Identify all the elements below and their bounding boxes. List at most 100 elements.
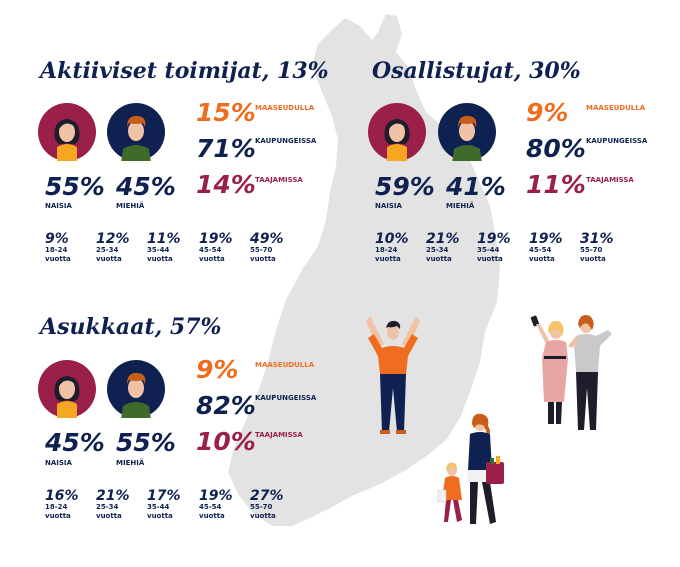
area-label-city: KAUPUNGEISSA	[586, 137, 648, 145]
age-pct: 10%	[375, 231, 409, 247]
area-label-rural: MAASEUDULLA	[255, 361, 315, 369]
woman-avatar-icon	[368, 103, 426, 161]
family-shopping-illustration	[437, 413, 504, 524]
age-pct: 21%	[96, 488, 130, 504]
age-pct: 9%	[45, 231, 69, 247]
age-range: 35-44	[147, 503, 170, 511]
age-pct: 21%	[426, 231, 460, 247]
man-avatar-icon	[438, 103, 496, 161]
section-title-osallistujat: Osallistujat, 30%	[372, 58, 581, 84]
area-pct-city: 71%	[196, 134, 256, 163]
age-group: 49% 55-70 vuotta	[250, 232, 298, 264]
age-group: 27% 55-70 vuotta	[250, 489, 298, 521]
age-range: 35-44	[147, 246, 170, 254]
gender-label-women: NAISIA	[45, 202, 72, 210]
age-range: 45-54	[529, 246, 552, 254]
age-range: 18-24	[375, 246, 398, 254]
age-group: 12% 25-34 vuotta	[96, 232, 144, 264]
age-unit: vuotta	[199, 254, 225, 263]
area-pct-city: 82%	[196, 391, 256, 420]
age-unit: vuotta	[426, 254, 452, 263]
age-group: 10% 18-24 vuotta	[375, 232, 423, 264]
age-range: 18-24	[45, 246, 68, 254]
age-group: 21% 25-34 vuotta	[96, 489, 144, 521]
age-group: 9% 18-24 vuotta	[45, 232, 93, 264]
section-title-asukkaat: Asukkaat, 57%	[40, 314, 222, 340]
age-pct: 11%	[147, 231, 181, 247]
cheering-man-illustration	[366, 316, 420, 434]
age-pct: 49%	[250, 231, 284, 247]
area-pct-rural: 9%	[196, 355, 239, 384]
gender-pct-men: 41%	[446, 172, 506, 201]
age-unit: vuotta	[250, 254, 276, 263]
area-pct-city: 80%	[526, 134, 586, 163]
area-label-rural: MAASEUDULLA	[255, 104, 315, 112]
age-unit: vuotta	[45, 254, 71, 263]
age-pct: 19%	[529, 231, 563, 247]
gender-pct-women: 45%	[45, 428, 105, 457]
age-range: 35-44	[477, 246, 500, 254]
age-pct: 19%	[199, 231, 233, 247]
age-range: 25-34	[426, 246, 449, 254]
gender-label-men: MIEHIÄ	[116, 459, 145, 467]
area-label-town: TAAJAMISSA	[255, 176, 303, 184]
age-group: 11% 35-44 vuotta	[147, 232, 195, 264]
two-women-illustration	[530, 315, 612, 430]
age-group: 17% 35-44 vuotta	[147, 489, 195, 521]
gender-label-women: NAISIA	[375, 202, 402, 210]
age-unit: vuotta	[147, 511, 173, 520]
age-unit: vuotta	[580, 254, 606, 263]
area-label-city: KAUPUNGEISSA	[255, 394, 317, 402]
gender-label-men: MIEHIÄ	[446, 202, 475, 210]
age-pct: 31%	[580, 231, 614, 247]
age-range: 55-70	[250, 246, 273, 254]
gender-pct-women: 59%	[375, 172, 435, 201]
age-group: 19% 35-44 vuotta	[477, 232, 525, 264]
age-range: 45-54	[199, 503, 222, 511]
age-unit: vuotta	[199, 511, 225, 520]
gender-label-women: NAISIA	[45, 459, 72, 467]
age-group: 21% 25-34 vuotta	[426, 232, 474, 264]
age-unit: vuotta	[529, 254, 555, 263]
gender-label-men: MIEHIÄ	[116, 202, 145, 210]
age-pct: 19%	[199, 488, 233, 504]
age-unit: vuotta	[477, 254, 503, 263]
area-pct-town: 14%	[196, 170, 256, 199]
area-pct-rural: 9%	[526, 98, 569, 127]
age-pct: 19%	[477, 231, 511, 247]
age-unit: vuotta	[96, 511, 122, 520]
man-avatar-icon	[107, 103, 165, 161]
section-title-aktiiviset: Aktiiviset toimijat, 13%	[40, 58, 329, 84]
area-label-city: KAUPUNGEISSA	[255, 137, 317, 145]
man-avatar-icon	[107, 360, 165, 418]
age-range: 18-24	[45, 503, 68, 511]
age-group: 19% 45-54 vuotta	[199, 232, 247, 264]
age-range: 25-34	[96, 503, 119, 511]
woman-avatar-icon	[38, 360, 96, 418]
age-range: 55-70	[580, 246, 603, 254]
area-pct-town: 11%	[526, 170, 586, 199]
age-unit: vuotta	[45, 511, 71, 520]
age-range: 45-54	[199, 246, 222, 254]
area-label-rural: MAASEUDULLA	[586, 104, 646, 112]
age-group: 19% 45-54 vuotta	[529, 232, 577, 264]
gender-pct-women: 55%	[45, 172, 105, 201]
age-pct: 12%	[96, 231, 130, 247]
area-label-town: TAAJAMISSA	[586, 176, 634, 184]
age-group: 31% 55-70 vuotta	[580, 232, 628, 264]
age-unit: vuotta	[96, 254, 122, 263]
age-unit: vuotta	[375, 254, 401, 263]
age-pct: 17%	[147, 488, 181, 504]
age-pct: 16%	[45, 488, 79, 504]
area-pct-town: 10%	[196, 427, 256, 456]
age-range: 25-34	[96, 246, 119, 254]
area-label-town: TAAJAMISSA	[255, 431, 303, 439]
age-pct: 27%	[250, 488, 284, 504]
gender-pct-men: 45%	[116, 172, 176, 201]
woman-avatar-icon	[38, 103, 96, 161]
gender-pct-men: 55%	[116, 428, 176, 457]
age-group: 16% 18-24 vuotta	[45, 489, 93, 521]
age-unit: vuotta	[250, 511, 276, 520]
age-range: 55-70	[250, 503, 273, 511]
